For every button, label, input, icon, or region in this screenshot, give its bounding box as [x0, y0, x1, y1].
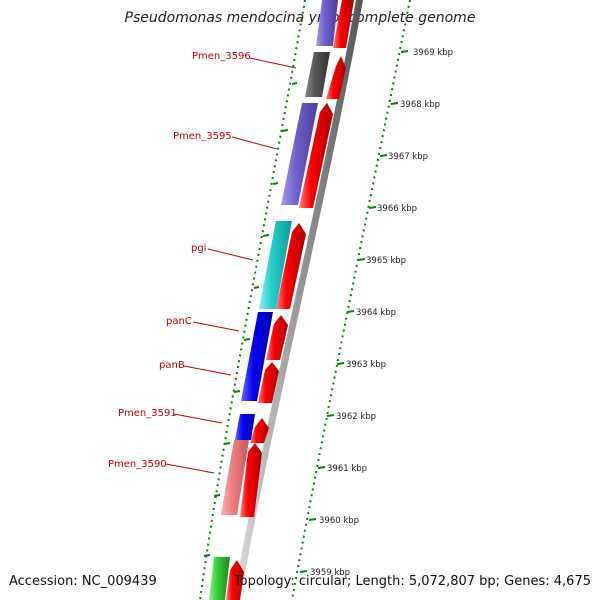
- gc-content-track: [199, 0, 306, 600]
- map-title: Pseudomonas mendocina ymp, complete geno…: [124, 10, 476, 26]
- gene-label-panB: panB: [159, 360, 185, 371]
- cds-arrows: [226, 0, 354, 600]
- scale-label: 3960 kbp: [319, 516, 359, 526]
- gene-label-pgi: pgi: [191, 243, 206, 254]
- gene-label-pmen3595: Pmen_3595: [173, 131, 232, 142]
- gene-bar-pmen3591: [235, 414, 255, 440]
- cog-bars: [209, 0, 338, 600]
- cds-arrow: [333, 0, 354, 48]
- scale-label: 3961 kbp: [327, 464, 367, 474]
- leader-line: [165, 463, 215, 474]
- scale-label: 3967 kbp: [388, 152, 428, 162]
- scale-label: 3963 kbp: [346, 360, 386, 370]
- gene-label-panC: panC: [166, 316, 192, 327]
- genome-backbone: [233, 0, 363, 600]
- cds-arrow: [276, 223, 306, 309]
- scale-label: 3965 kbp: [366, 256, 406, 266]
- cds-arrow: [226, 560, 244, 600]
- leader-line: [249, 57, 297, 69]
- genome-summary-text: Topology: circular; Length: 5,072,807 bp…: [233, 574, 591, 589]
- gene-bar-pmen3596: [305, 52, 330, 97]
- gene-bar-top: [316, 0, 338, 46]
- cds-arrow: [326, 56, 346, 99]
- gene-label-pmen3596: Pmen_3596: [192, 51, 251, 62]
- scale-label: 3966 kbp: [377, 204, 417, 214]
- gene-bar-pmen3590: [221, 440, 249, 515]
- cds-arrow: [299, 103, 333, 208]
- cds-arrow: [266, 315, 288, 360]
- leader-line: [231, 136, 278, 150]
- gc-ticks: [203, 82, 298, 557]
- gene-bar-pmen3595: [281, 103, 318, 205]
- gene-bar-panC-panB: [241, 312, 273, 401]
- gene-label-pmen3591: Pmen_3591: [118, 408, 177, 419]
- gene-bar-pgi: [259, 221, 292, 309]
- scale-track: [291, 0, 411, 600]
- scale-labels: 3969 kbp 3968 kbp 3967 kbp 3966 kbp 3965…: [310, 48, 453, 578]
- gene-label-pmen3590: Pmen_3590: [108, 459, 167, 470]
- accession-text: Accession: NC_009439: [9, 574, 157, 589]
- scale-ticks: [299, 50, 409, 573]
- scale-label: 3962 kbp: [336, 412, 376, 422]
- scale-label: 3969 kbp: [413, 48, 453, 58]
- cds-arrow: [250, 418, 269, 443]
- cds-arrow: [240, 443, 262, 517]
- scale-label: 3964 kbp: [356, 308, 396, 318]
- gene-labels: Pmen_3596 Pmen_3595 pgi panC panB Pmen_3…: [108, 51, 297, 474]
- scale-label: 3968 kbp: [400, 100, 440, 110]
- leader-line: [192, 321, 240, 332]
- cds-arrow: [258, 362, 279, 403]
- leader-line: [183, 365, 232, 376]
- leader-line: [173, 413, 223, 424]
- gene-bar-bottom: [209, 557, 230, 600]
- scale-label: 3959 kbp: [310, 568, 350, 578]
- leader-line: [207, 248, 254, 261]
